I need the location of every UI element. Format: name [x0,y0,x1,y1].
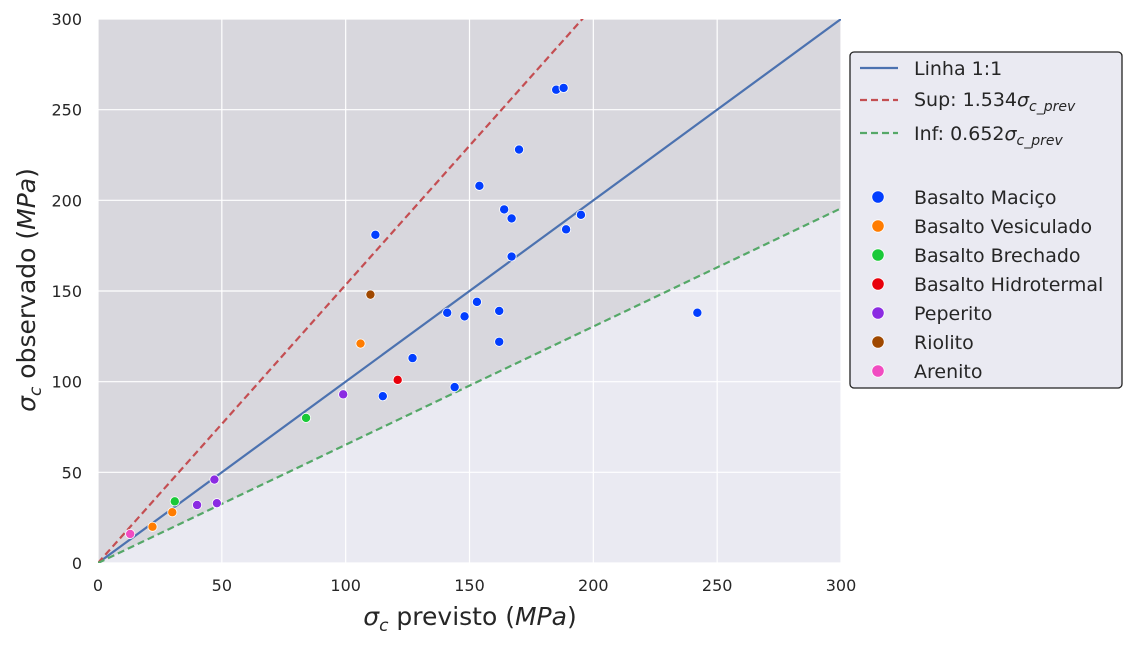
legend-marker [871,306,885,320]
x-tick-label: 0 [93,576,103,595]
x-tick-label: 250 [702,576,733,595]
y-tick-label: 300 [51,10,82,29]
data-point [474,180,485,191]
data-point [392,374,403,385]
legend-marker [871,364,885,378]
data-point [506,213,517,224]
y-tick-label: 200 [51,191,82,210]
y-tick-label: 250 [51,101,82,120]
legend-series-label: Basalto Hidrotermal [914,274,1103,296]
legend-marker [871,277,885,291]
x-tick-label: 200 [578,576,609,595]
data-point [377,391,388,402]
x-tick-labels: 0 50 100 150 200 250 300 [93,576,856,595]
data-point [471,296,482,307]
data-point [558,82,569,93]
y-tick-label: 50 [62,463,82,482]
y-tick-label: 100 [51,373,82,392]
data-point [692,307,703,318]
line-1to1 [98,19,841,563]
data-point [575,209,586,220]
legend-marker [871,335,885,349]
legend-marker [871,248,885,262]
legend-series-label: Basalto Maciço [914,187,1056,209]
data-point [499,204,510,215]
legend-marker [871,190,885,204]
legend-series-label: Arenito [914,361,982,383]
data-point [209,474,220,485]
y-tick-label: 150 [51,282,82,301]
data-point [301,412,312,423]
legend-box [849,51,1123,389]
data-point [355,338,366,349]
data-point [407,353,418,364]
legend-series-label: Riolito [914,332,974,354]
data-point [442,307,453,318]
data-point [561,224,572,235]
data-point [125,528,136,539]
x-tick-label: 300 [826,576,857,595]
x-tick-label: 150 [454,576,485,595]
x-tick-label: 50 [212,576,232,595]
legend-series-label: Peperito [914,303,992,325]
data-point [494,336,505,347]
line-lower-bound [98,207,841,563]
legend-series-label: Basalto Vesiculado [914,216,1092,238]
legend-label-1to1: Linha 1:1 [914,58,1002,80]
x-tick-label: 100 [330,576,361,595]
data-point [338,389,349,400]
legend-label-upper: Sup: 1.534σc_prev [914,89,1076,115]
data-point [459,311,470,322]
data-point [365,289,376,300]
legend-series-label: Basalto Brechado [914,245,1081,267]
data-point [147,521,158,532]
data-point [370,229,381,240]
y-axis-title: σc observado (MPa) [12,168,46,412]
data-point [169,496,180,507]
y-tick-label: 0 [72,554,82,573]
reference-lines [98,19,841,563]
data-point [494,305,505,316]
data-point [514,144,525,155]
legend-series-entries: Basalto Maciço Basalto Vesiculado Basalto … [871,187,1103,383]
legend: Linha 1:1 Sup: 1.534σc_prev Inf: 0.652σc… [849,51,1123,389]
data-point [211,498,222,509]
x-axis-title: σc previsto (MPa) [363,602,576,636]
data-point [167,507,178,518]
y-tick-labels: 0 50 100 150 200 250 300 [51,10,82,573]
data-point [506,251,517,262]
data-point [192,499,203,510]
legend-marker [871,219,885,233]
data-points [125,82,703,539]
legend-label-lower: Inf: 0.652σc_prev [914,123,1064,149]
data-point [449,382,460,393]
